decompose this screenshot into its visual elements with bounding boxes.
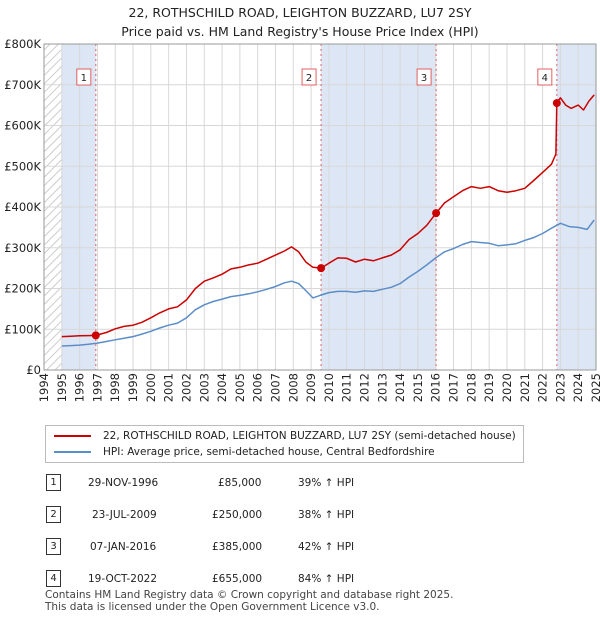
x-tick-label: 2021 — [518, 373, 532, 402]
sale-date: 19-OCT-2022 — [88, 573, 157, 585]
x-tick-label: 1999 — [126, 373, 140, 402]
sale-number-badge: 3 — [46, 538, 61, 555]
x-tick-label: 2007 — [268, 373, 282, 402]
x-tick-label: 2013 — [375, 373, 389, 402]
x-tick-label: 2017 — [447, 373, 461, 402]
x-tick-label: 1994 — [37, 373, 51, 402]
sale-price: £85,000 — [218, 477, 262, 489]
x-tick-label: 2024 — [571, 373, 585, 402]
legend-item-property: 22, ROTHSCHILD ROAD, LEIGHTON BUZZARD, L… — [54, 430, 516, 442]
footer-licence: This data is licensed under the Open Gov… — [45, 601, 380, 613]
sale-hpi-change: 42% ↑ HPI — [298, 541, 355, 553]
sale-number-badge: 4 — [46, 570, 61, 587]
sale-date: 07-JAN-2016 — [90, 541, 157, 553]
x-tick-label: 2022 — [536, 373, 550, 402]
legend-swatch-property — [54, 435, 91, 437]
x-tick-label: 2018 — [464, 373, 478, 402]
x-tick-label: 2015 — [411, 373, 425, 402]
x-tick-label: 2004 — [215, 373, 229, 402]
sale-point — [317, 264, 326, 273]
sale-price: £250,000 — [212, 509, 263, 521]
chart-title: 22, ROTHSCHILD ROAD, LEIGHTON BUZZARD, L… — [128, 5, 472, 20]
sale-row: 1 29-NOV-1996 £85,000 39% ↑ HPI — [46, 474, 406, 494]
sale-number-badge: 1 — [46, 474, 61, 491]
plot-border — [43, 43, 597, 371]
sale-label: 4 — [542, 73, 548, 84]
x-tick-label: 2002 — [179, 373, 193, 402]
sale-row: 2 23-JUL-2009 £250,000 38% ↑ HPI — [46, 506, 406, 526]
x-tick-label: 2000 — [144, 373, 158, 402]
y-tick-label: £200K — [4, 282, 41, 296]
series-line-property — [61, 94, 595, 338]
footer-copyright: Contains HM Land Registry data © Crown c… — [45, 589, 454, 601]
sale-point — [552, 99, 561, 108]
sale-label-box — [416, 68, 432, 86]
sale-point — [91, 331, 100, 340]
sale-price: £655,000 — [212, 573, 263, 585]
sale-price: £385,000 — [212, 541, 263, 553]
x-tick-label: 1998 — [108, 373, 122, 402]
x-tick-label: 2023 — [553, 373, 567, 402]
legend-item-hpi: HPI: Average price, semi-detached house,… — [54, 446, 435, 458]
x-tick-label: 2025 — [589, 373, 600, 402]
sale-label: 2 — [306, 73, 312, 84]
sale-date: 23-JUL-2009 — [92, 509, 157, 521]
footer: Contains HM Land Registry data © Crown c… — [45, 589, 453, 613]
y-tick-label: £700K — [4, 78, 41, 92]
x-tick-label: 2020 — [500, 373, 514, 402]
series-line-hpi — [61, 219, 595, 347]
x-tick-label: 1995 — [55, 373, 69, 402]
sale-label: 1 — [81, 73, 87, 84]
sale-hpi-change: 39% ↑ HPI — [298, 477, 355, 489]
sale-date: 29-NOV-1996 — [88, 477, 159, 489]
x-tick-label: 2006 — [251, 373, 265, 402]
x-tick-label: 1996 — [73, 373, 87, 402]
x-tick-label: 2008 — [286, 373, 300, 402]
y-tick-label: £800K — [4, 37, 41, 51]
chart-subtitle: Price paid vs. HM Land Registry's House … — [121, 24, 479, 39]
x-tick-label: 2019 — [482, 373, 496, 402]
sale-hpi-change: 84% ↑ HPI — [298, 573, 355, 585]
title-block: 22, ROTHSCHILD ROAD, LEIGHTON BUZZARD, L… — [0, 3, 600, 41]
y-tick-label: £300K — [4, 241, 41, 255]
x-tick-label: 2014 — [393, 373, 407, 402]
legend: 22, ROTHSCHILD ROAD, LEIGHTON BUZZARD, L… — [45, 425, 524, 463]
sale-number-badge: 2 — [46, 506, 61, 523]
sale-row: 3 07-JAN-2016 £385,000 42% ↑ HPI — [46, 538, 406, 558]
legend-label-hpi: HPI: Average price, semi-detached house,… — [103, 446, 435, 458]
sale-label: 3 — [421, 73, 427, 84]
x-tick-label: 2003 — [197, 373, 211, 402]
legend-swatch-hpi — [54, 451, 91, 453]
x-tick-label: 2012 — [358, 373, 372, 402]
sale-hpi-change: 38% ↑ HPI — [298, 509, 355, 521]
sale-label-box — [301, 68, 317, 86]
x-tick-label: 2005 — [233, 373, 247, 402]
x-tick-label: 2011 — [340, 373, 354, 402]
x-tick-label: 2009 — [304, 373, 318, 402]
sale-point — [432, 209, 441, 218]
price-chart: 1 2 3 4 £0 £100K £200K £300K £400K £500K £600K £70… — [4, 37, 600, 402]
y-tick-label: £100K — [4, 322, 41, 336]
sale-label-box — [76, 68, 92, 86]
y-tick-label: £400K — [4, 200, 41, 214]
sale-label-box — [537, 68, 553, 86]
y-tick-label: £0 — [26, 363, 41, 377]
y-tick-label: £600K — [4, 119, 41, 133]
x-tick-label: 2010 — [322, 373, 336, 402]
y-tick-label: £500K — [4, 159, 41, 173]
x-tick-label: 2001 — [162, 373, 176, 402]
x-tick-label: 1997 — [90, 373, 104, 402]
x-tick-label: 2016 — [429, 373, 443, 402]
sale-row: 4 19-OCT-2022 £655,000 84% ↑ HPI — [46, 570, 406, 590]
legend-label-property: 22, ROTHSCHILD ROAD, LEIGHTON BUZZARD, L… — [103, 430, 516, 442]
